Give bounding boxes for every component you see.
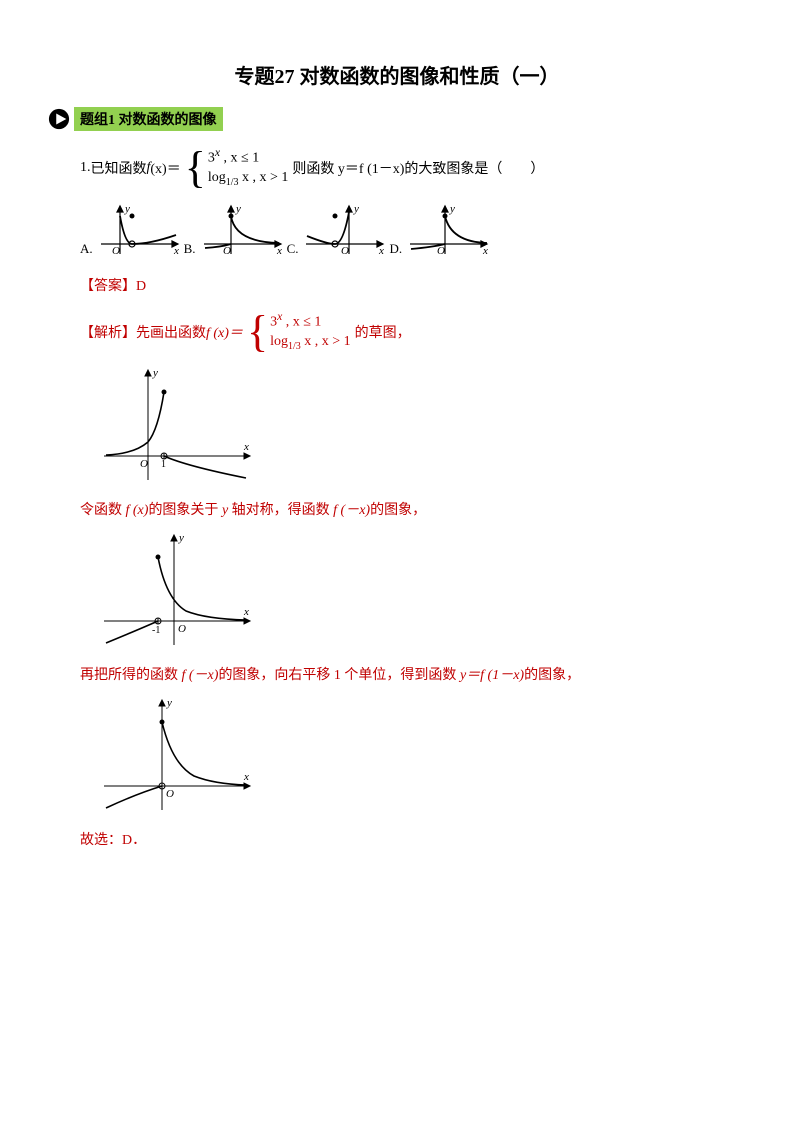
page: 专题27 对数函数的图像和性质（一） 题组1 对数函数的图像 1. 已知函数 f… [0, 0, 794, 899]
explain-bracket: 【解析】 [80, 322, 136, 342]
svg-text:x: x [243, 771, 249, 783]
svg-text:x: x [276, 245, 282, 257]
svg-text:O: O [223, 245, 231, 257]
piece-row-2: log1/3 x , x > 1 [208, 168, 289, 190]
svg-text:x: x [243, 606, 249, 618]
svg-text:y: y [235, 203, 241, 215]
answer-value: D [136, 279, 146, 294]
svg-text:O: O [437, 245, 445, 257]
graph-big-2: O x y -1 [96, 529, 746, 654]
step3-text: 再把所得的函数 f (－x)的图象，向右平移 1 个单位，得到函数 y＝f (1… [80, 664, 746, 684]
graph-big-3: O x y [96, 694, 746, 819]
graph-d: O x y [405, 202, 491, 257]
svg-text:x: x [173, 245, 179, 257]
section-label: 题组1 对数函数的图像 [74, 107, 223, 131]
svg-text:y: y [178, 532, 184, 544]
svg-text:y: y [124, 203, 130, 215]
explain-fx: f (x)＝ [206, 322, 243, 342]
svg-text:y: y [353, 203, 359, 215]
explain-suffix: 的草图， [355, 322, 411, 342]
section-header: 题组1 对数函数的图像 [48, 107, 746, 131]
svg-text:x: x [482, 245, 488, 257]
answer: 【答案】D [80, 275, 746, 295]
page-title: 专题27 对数函数的图像和性质（一） [48, 60, 746, 89]
option-b: B. O x y [184, 202, 285, 257]
piecewise-1: { 3x , x ≤ 1 log1/3 x , x > 1 [185, 145, 289, 190]
svg-text:O: O [166, 788, 174, 800]
option-c: C. O x y [287, 202, 388, 257]
svg-text:-1: -1 [152, 625, 160, 636]
svg-text:O: O [341, 245, 349, 257]
svg-text:y: y [449, 203, 455, 215]
option-d: D. O x y [389, 202, 491, 257]
final-text: 故选：D． [80, 829, 746, 849]
question-number: 1. [80, 160, 91, 176]
graph-big-1: O x y 1 [96, 364, 746, 489]
piecewise-2: { 3x , x ≤ 1 log1/3 x , x > 1 [247, 309, 351, 354]
graph-c: O x y [301, 202, 387, 257]
step2-text: 令函数 f (x)的图象关于 y 轴对称，得函数 f (－x)的图象， [80, 499, 746, 519]
graph-a: O x y [96, 202, 182, 257]
q-suffix: 则函数 y＝f (1－x)的大致图象是（ ） [292, 158, 544, 178]
answer-bracket: 【答案】 [80, 279, 136, 294]
explain-line: 【解析】 先画出函数 f (x)＝ { 3x , x ≤ 1 log1/3 x … [80, 309, 746, 354]
svg-text:x: x [378, 245, 384, 257]
piece-row-1: 3x , x ≤ 1 [208, 145, 289, 168]
question-1: 1. 已知函数 f (x)＝ { 3x , x ≤ 1 log1/3 x , x… [80, 145, 746, 190]
svg-text:x: x [243, 441, 249, 453]
options-row: A. O x y B. O [80, 202, 746, 257]
q-fxrest: (x)＝ [150, 158, 180, 178]
svg-text:O: O [140, 458, 148, 470]
svg-text:O: O [178, 623, 186, 635]
explain-prefix: 先画出函数 [136, 322, 206, 342]
svg-text:O: O [112, 245, 120, 257]
svg-text:y: y [152, 367, 158, 379]
svg-text:y: y [166, 697, 172, 709]
section-icon [48, 108, 70, 130]
graph-b: O x y [199, 202, 285, 257]
left-brace: { [185, 146, 206, 190]
option-a: A. O x y [80, 202, 182, 257]
svg-text:1: 1 [161, 459, 166, 470]
q-prefix: 已知函数 [91, 158, 147, 178]
